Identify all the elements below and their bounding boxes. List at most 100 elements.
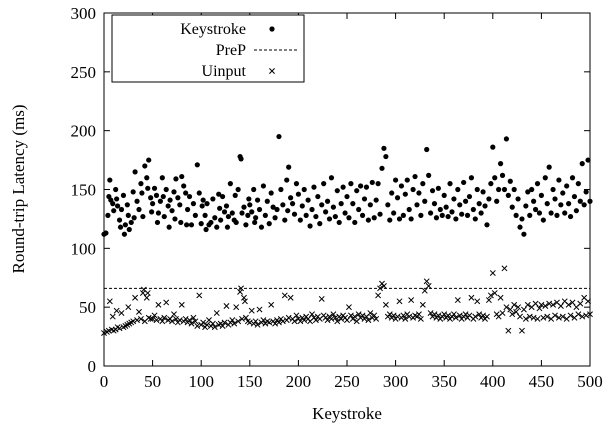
keystroke-point [202,212,208,218]
uinput-point [213,310,220,317]
uinput-point [396,298,403,305]
uinput-point [536,305,543,312]
keystroke-point [515,196,521,202]
uinput-stroke [256,306,263,313]
uinput-point [552,312,558,319]
keystroke-point [523,203,529,209]
keystroke-point [301,186,307,193]
keystroke-point [525,189,531,195]
uinput-stroke [125,304,132,311]
uinput-stroke [242,314,249,321]
keystroke-point [247,202,253,208]
uinput-stroke [454,297,461,304]
uinput-stroke [415,311,422,318]
keystroke-point [200,197,206,203]
x-tick-label: 400 [480,372,506,391]
keystroke-point [258,224,265,230]
uinput-point [132,294,139,301]
keystroke-point [186,193,193,200]
keystroke-point [223,203,230,209]
keystroke-point [232,192,238,198]
keystroke-point [114,196,120,202]
keystroke-point [297,217,303,223]
uinput-stroke [318,295,325,302]
keystroke-point [556,177,562,183]
uinput-stroke [380,283,387,289]
keystroke-point [480,189,486,195]
keystroke-point [217,205,223,211]
uinput-point [190,314,197,321]
uinput-point [139,290,146,297]
uinput-stroke [145,314,152,321]
keystroke-point [503,136,510,142]
x-tick-label: 500 [577,372,603,391]
keystroke-point [492,175,498,181]
uinput-stroke [221,319,228,326]
keystroke-point [389,190,395,196]
keystroke-point [455,186,461,193]
uinput-point [237,288,244,295]
keystroke-point [554,212,560,218]
uinput-stroke [371,312,378,319]
uinput-stroke [491,290,498,297]
keystroke-point [122,222,128,228]
keystroke-point [575,181,581,187]
keystroke-point [136,206,142,213]
uinput-stroke [575,311,582,318]
uinput-point [567,312,574,319]
keystroke-point [252,219,258,226]
uinput-point [359,312,366,319]
legend: Keystroke PreP Uinput [111,14,305,83]
uinput-stroke [441,311,448,318]
keystroke-point [212,215,218,221]
uinput-point [241,298,248,305]
uinput-point [223,303,230,309]
uinput-point [585,298,592,305]
uinput-point [480,312,487,319]
uinput-stroke [480,312,487,319]
keystroke-point [289,201,296,207]
uinput-point [328,315,335,322]
keystroke-point [441,192,447,198]
uinput-point [268,301,275,308]
keystroke-point [305,197,311,203]
uinput-stroke [196,292,203,299]
uinput-point [425,283,432,289]
uinput-stroke [540,314,547,321]
uinput-point [546,300,553,307]
keystroke-point [375,181,381,187]
uinput-stroke [171,311,177,318]
keystroke-point [138,181,144,187]
uinput-point [491,290,498,297]
uinput-stroke [365,317,372,324]
uinput-stroke [140,286,147,293]
keystroke-point [387,217,393,223]
uinput-stroke [421,287,428,294]
keystroke-point [532,206,539,213]
keystroke-point [303,212,309,218]
keystroke-point [373,197,379,203]
uinput-stroke [291,318,298,325]
uinput-stroke [452,314,459,321]
uinput-stroke [244,318,251,325]
keystroke-point [256,206,263,213]
uinput-stroke [332,314,339,321]
keystroke-point [531,198,537,204]
y-tick-label: 300 [71,4,97,23]
uinput-stroke [552,312,558,319]
keystroke-point [286,164,292,170]
uinput-stroke [373,315,380,322]
keystroke-point [365,217,371,223]
keystroke-point [146,157,152,163]
uinput-point [344,317,350,324]
keystroke-point [552,196,558,202]
series-uinput [101,265,593,337]
uinput-point [511,301,518,308]
keystroke-point [326,216,333,222]
uinput-point [402,315,409,322]
keystroke-point [155,210,162,216]
keystroke-point [171,189,177,195]
uinput-stroke [466,312,473,319]
uinput-point [297,318,304,325]
uinput-stroke [359,312,366,319]
